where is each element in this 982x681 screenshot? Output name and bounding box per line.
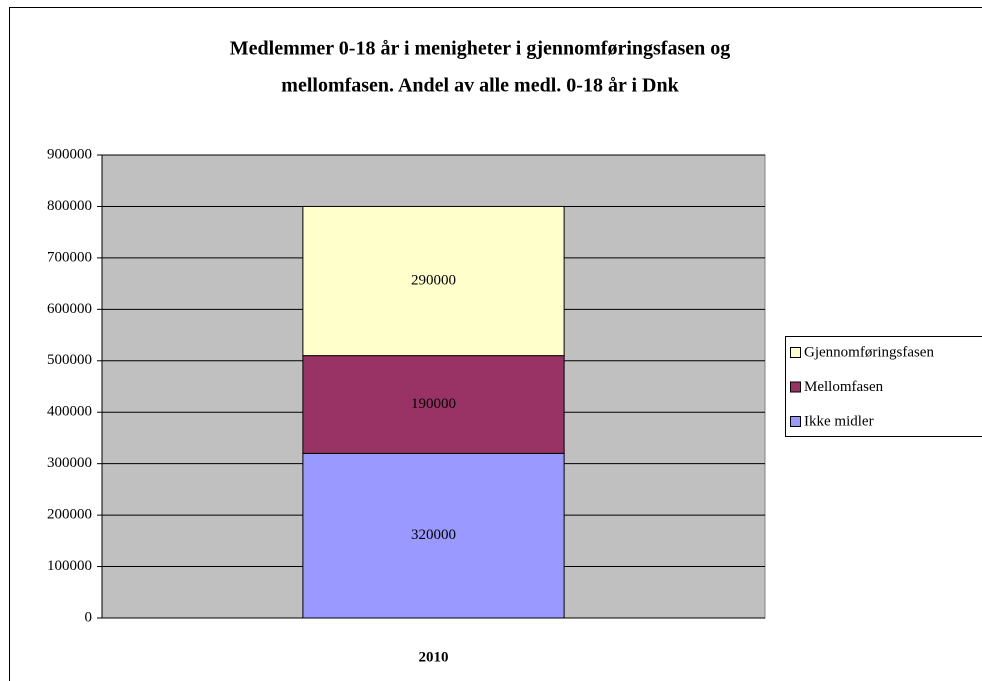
y-tick-label: 400000 [47, 404, 92, 420]
legend-swatch [790, 381, 801, 393]
bar-segment [302, 452, 565, 619]
y-tick-label: 800000 [47, 198, 92, 214]
chart-title: mellomfasen. Andel av alle medl. 0-18 år… [281, 75, 679, 97]
y-tick-label: 500000 [47, 352, 92, 368]
y-tick-label: 300000 [47, 455, 92, 471]
bar-segment [302, 205, 565, 357]
data-label: 190000 [411, 396, 456, 412]
bar-segment [302, 355, 565, 454]
y-tick-label: 700000 [47, 249, 92, 265]
y-tick-label: 0 [85, 609, 93, 625]
data-label: 320000 [411, 527, 456, 543]
legend-swatch [790, 347, 801, 358]
legend-box [785, 336, 982, 437]
chart-title: Medlemmer 0-18 år i menigheter i gjennom… [230, 38, 730, 60]
y-tick-label: 900000 [47, 146, 92, 162]
legend-label: Mellomfasen [804, 379, 884, 395]
data-label: 290000 [411, 272, 456, 288]
legend-swatch [790, 416, 801, 427]
y-tick-label: 100000 [47, 558, 92, 574]
legend-label: Gjennomføringsfasen [804, 344, 934, 360]
y-tick-label: 600000 [47, 301, 92, 317]
y-tick-label: 200000 [47, 507, 92, 523]
x-tick-label: 2010 [419, 649, 449, 665]
legend-label: Ikke midler [804, 413, 874, 429]
